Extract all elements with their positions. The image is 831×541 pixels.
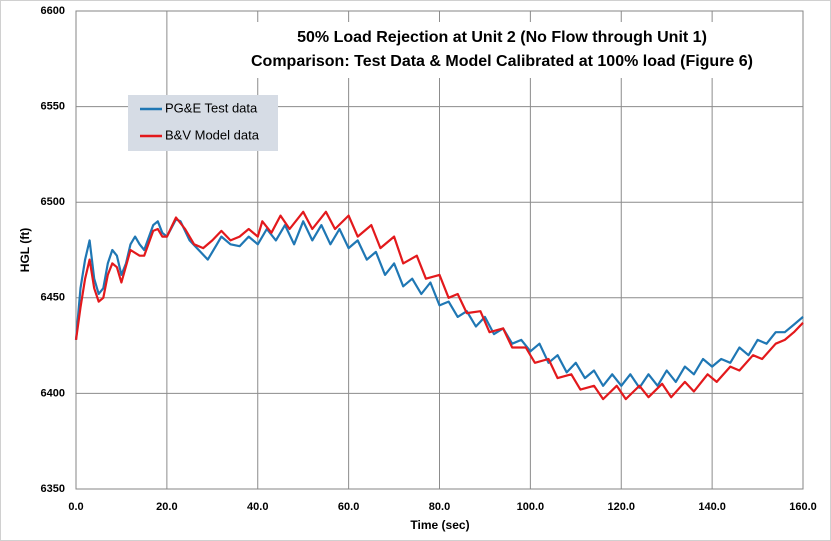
legend-box	[128, 95, 278, 151]
y-tick-label: 6400	[41, 387, 65, 399]
y-tick-label: 6500	[41, 196, 65, 208]
chart-subtitle: Comparison: Test Data & Model Calibrated…	[251, 53, 753, 70]
chart-title: 50% Load Rejection at Unit 2 (No Flow th…	[297, 29, 707, 46]
series-line	[74, 210, 804, 401]
x-tick-label: 140.0	[698, 501, 726, 513]
x-tick-label: 40.0	[247, 501, 268, 513]
lines	[74, 210, 804, 401]
x-axis-label: Time (sec)	[410, 518, 469, 532]
y-tick-label: 6600	[41, 5, 65, 17]
x-tick-label: 60.0	[338, 501, 359, 513]
y-tick-label: 6550	[41, 101, 65, 113]
x-tick-label: 120.0	[607, 501, 635, 513]
plot-border	[75, 10, 804, 490]
x-tick-label: 20.0	[156, 501, 177, 513]
title-box	[238, 22, 768, 78]
x-tick-label: 160.0	[789, 501, 817, 513]
legend-label: PG&E Test data	[165, 100, 258, 115]
y-axis-label: HGL (ft)	[18, 228, 32, 272]
x-tick-label: 0.0	[68, 501, 83, 513]
legend-label: B&V Model data	[165, 127, 260, 142]
ticks: 6350 6400 6450 6500 6550 6600 0.0 20.0 40.0 60.0 8…	[41, 5, 817, 513]
series-line	[74, 218, 804, 389]
x-tick-label: 80.0	[429, 501, 450, 513]
y-tick-label: 6450	[41, 292, 65, 304]
y-tick-label: 6350	[41, 483, 65, 495]
x-tick-label: 100.0	[517, 501, 545, 513]
legend: PG&E Test data B&V Model data	[128, 95, 278, 151]
